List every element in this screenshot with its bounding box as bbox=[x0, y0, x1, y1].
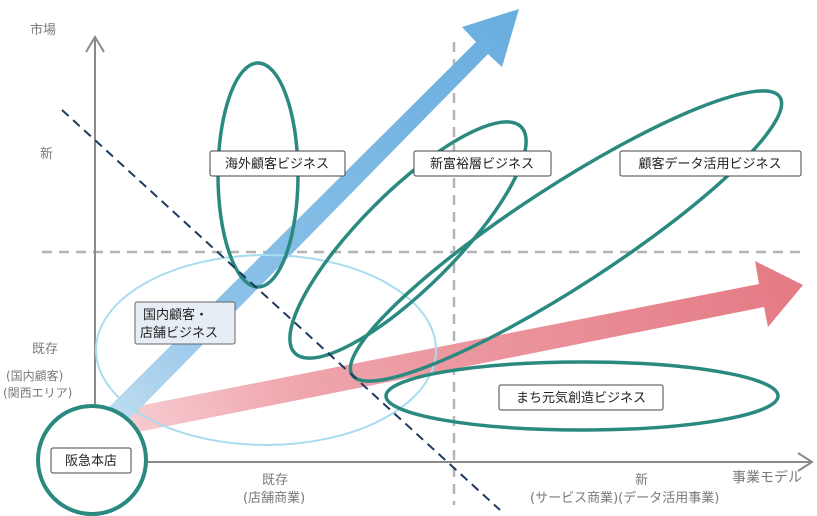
data-business-label: 顧客データ活用ビジネス bbox=[619, 150, 802, 177]
wealthy-business-ellipse bbox=[288, 120, 528, 360]
overseas-business-label: 海外顧客ビジネス bbox=[209, 150, 346, 177]
x-axis-new-sub: (サービス商業)(データ活用事業) bbox=[530, 490, 719, 506]
y-axis-existing-sub2: (関西エリア) bbox=[3, 386, 72, 400]
domestic-business-line1: 国内顧客・ bbox=[143, 307, 208, 323]
diagonal-dashed-line bbox=[61, 109, 501, 511]
domestic-business-line2: 店舗ビジネス bbox=[140, 326, 218, 341]
y-axis-title: 市場 bbox=[30, 22, 56, 38]
origin-label: 阪急本店 bbox=[50, 447, 132, 474]
y-axis-existing-label: 既存 bbox=[32, 342, 58, 357]
x-axis-new-label: 新 bbox=[635, 472, 648, 488]
domestic-business-label: 国内顧客・ 店舗ビジネス bbox=[134, 301, 236, 345]
machi-business-label: まち元気創造ビジネス bbox=[498, 384, 664, 411]
machi-business-text: まち元気創造ビジネス bbox=[516, 390, 646, 406]
origin-label-text: 阪急本店 bbox=[65, 454, 117, 469]
x-axis-arrowhead bbox=[797, 452, 814, 472]
y-axis-existing-sub1: (国内顧客) bbox=[6, 368, 63, 383]
wealthy-business-text: 新富裕層ビジネス bbox=[430, 156, 534, 172]
y-axis-new-label: 新 bbox=[40, 146, 53, 162]
y-axis-arrowhead bbox=[85, 35, 105, 53]
data-business-text: 顧客データ活用ビジネス bbox=[638, 156, 781, 172]
machi-business-ellipse bbox=[384, 360, 780, 432]
red-growth-arrow bbox=[98, 261, 803, 439]
x-axis-existing-sub: (店舗商業) bbox=[243, 490, 305, 506]
domestic-business-ellipse bbox=[95, 254, 437, 446]
overseas-business-text: 海外顧客ビジネス bbox=[225, 156, 329, 172]
x-axis-title: 事業モデル bbox=[732, 469, 802, 486]
wealthy-business-label: 新富裕層ビジネス bbox=[413, 150, 552, 177]
x-axis-existing-label: 既存 bbox=[262, 473, 288, 488]
